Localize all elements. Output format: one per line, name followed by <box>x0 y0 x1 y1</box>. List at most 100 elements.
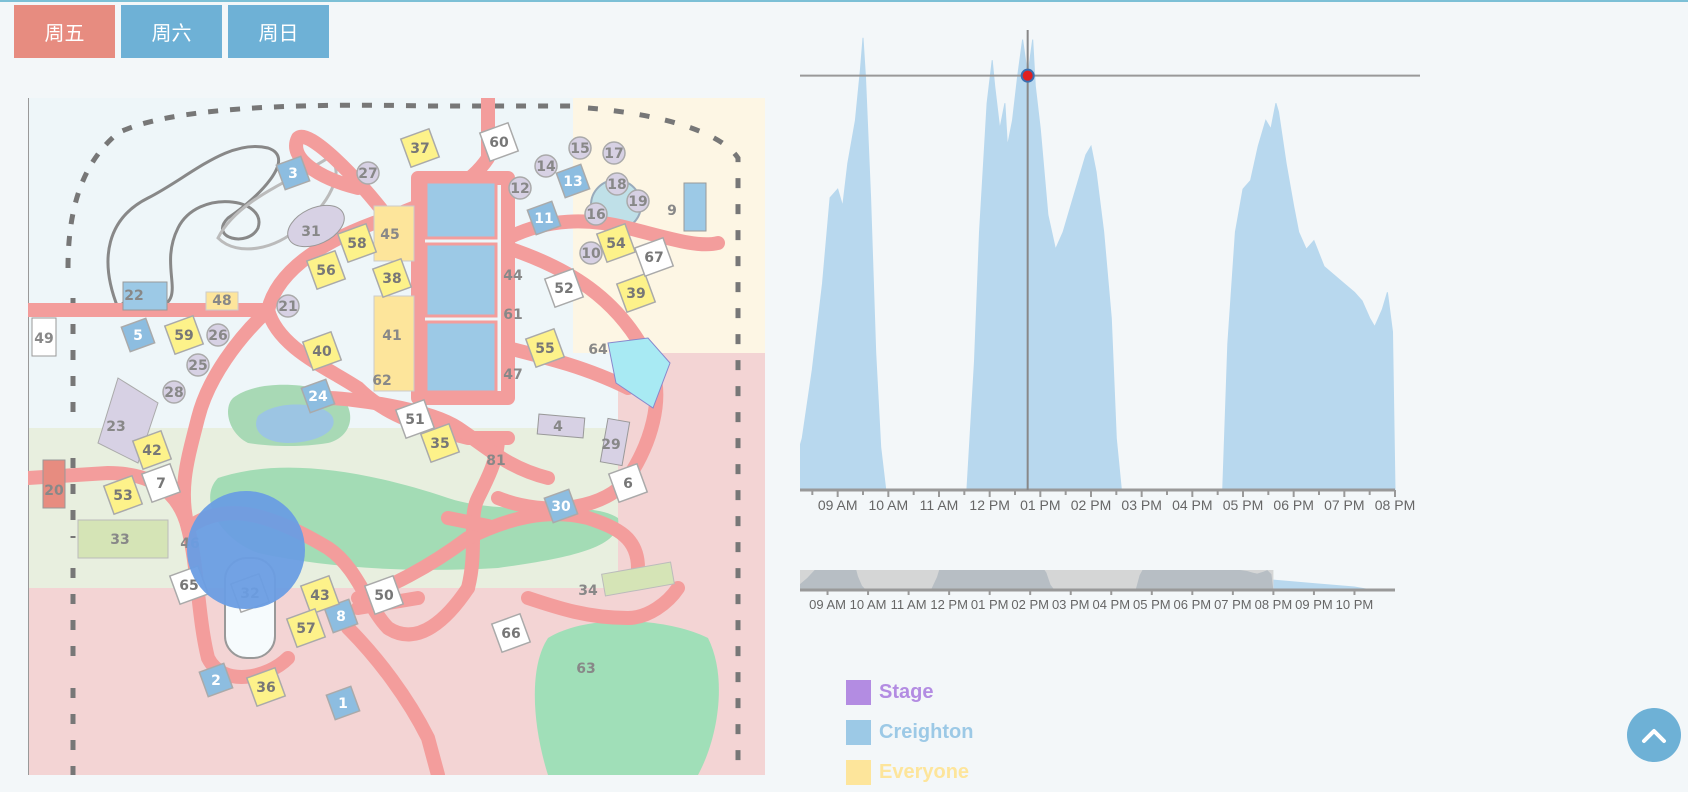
spot-label: 47 <box>503 367 522 383</box>
spot-4[interactable]: 4 <box>553 419 563 435</box>
scroll-to-top-button[interactable] <box>1627 708 1681 762</box>
legend-item-creighton[interactable]: Creighton <box>846 712 973 752</box>
x-tick-label: 07 PM <box>1324 497 1364 513</box>
spot-61[interactable]: 61 <box>503 307 522 323</box>
spot-19[interactable]: 19 <box>627 190 649 212</box>
brush-tick-label: 10 AM <box>850 597 887 612</box>
time-brush-svg[interactable]: 09 AM 10 AM 11 AM 12 PM 01 PM 02 PM 03 PM 04 PM… <box>800 570 1540 640</box>
spot-label: 35 <box>430 436 449 452</box>
selected-spot-highlight[interactable] <box>187 491 305 609</box>
spot-label: 33 <box>110 532 129 548</box>
spot-label: 15 <box>570 141 589 157</box>
spot-9[interactable]: 9 <box>667 203 677 219</box>
spot-label: 64 <box>588 342 608 358</box>
spot-25[interactable]: 25 <box>187 354 209 376</box>
spot-label: 27 <box>358 166 377 182</box>
legend-item-everyone[interactable]: Everyone <box>846 752 973 792</box>
pavilion-north <box>426 182 496 238</box>
spot-12[interactable]: 12 <box>509 177 531 199</box>
spot-label: 7 <box>156 476 166 492</box>
spot-29[interactable]: 29 <box>601 437 620 453</box>
top-border <box>0 0 1688 2</box>
spot-63[interactable]: 63 <box>576 661 595 677</box>
series-area-0 <box>800 38 1395 490</box>
legend-label-creighton: Creighton <box>879 721 973 744</box>
spot-label: 22 <box>124 288 143 304</box>
brush-tick-label: 04 PM <box>1092 597 1130 612</box>
spot-64[interactable]: 64 <box>588 342 608 358</box>
spot-label: 4 <box>553 419 563 435</box>
brush-tick-label: 07 PM <box>1214 597 1252 612</box>
brush-selection[interactable] <box>800 570 1273 590</box>
spot-10[interactable]: 10 <box>580 242 602 264</box>
spot-45[interactable]: 45 <box>380 227 399 243</box>
tab-sunday[interactable]: 周日 <box>228 5 329 58</box>
spot-label: 58 <box>347 236 366 252</box>
spot-label: 26 <box>208 328 227 344</box>
spot-26[interactable]: 26 <box>207 324 229 346</box>
spot-23[interactable]: 23 <box>106 419 125 435</box>
x-tick-label: 04 PM <box>1172 497 1212 513</box>
spot-28[interactable]: 28 <box>163 381 185 403</box>
spot-22[interactable]: 22 <box>124 288 143 304</box>
park-map-svg: 123456789101112 1314151617181920212223242… <box>28 98 765 775</box>
spot-62[interactable]: 62 <box>372 373 391 389</box>
spot-label: 14 <box>536 159 556 175</box>
x-tick-label: 11 AM <box>920 497 959 513</box>
spot-41[interactable]: 41 <box>382 328 401 344</box>
legend-label-stage: Stage <box>879 681 933 704</box>
x-tick-label: 09 AM <box>818 497 858 513</box>
spot-27[interactable]: 27 <box>357 162 379 184</box>
spot-label: 21 <box>278 299 297 315</box>
spot-14[interactable]: 14 <box>535 155 557 177</box>
spot-label: 48 <box>212 293 231 309</box>
spot-34[interactable]: 34 <box>578 583 598 599</box>
x-tick-label: 05 PM <box>1223 497 1263 513</box>
spot-label: 2 <box>211 673 221 689</box>
brush-tick-label: 06 PM <box>1174 597 1212 612</box>
brush-tick-label: 01 PM <box>971 597 1009 612</box>
spot-label: 50 <box>374 588 394 604</box>
spot-label: 67 <box>644 250 663 266</box>
lake-green-south <box>535 621 719 775</box>
legend-swatch-stage <box>846 680 871 705</box>
spot-48[interactable]: 48 <box>212 293 231 309</box>
tab-saturday[interactable]: 周六 <box>121 5 222 58</box>
spot-label: 40 <box>312 344 332 360</box>
tab-friday[interactable]: 周五 <box>14 5 115 58</box>
spot-label: 43 <box>310 588 329 604</box>
attendance-chart-svg[interactable]: 02040608010012014016018020022024026009 A… <box>800 20 1540 540</box>
spot-label: 31 <box>301 224 320 240</box>
legend-swatch-everyone <box>846 760 871 785</box>
spot-label: 61 <box>503 307 522 323</box>
spot-20[interactable]: 20 <box>44 483 64 499</box>
x-tick-label: 06 PM <box>1273 497 1313 513</box>
spot-label: 9 <box>667 203 677 219</box>
pavilion-middle <box>426 244 496 316</box>
spot-49[interactable]: 49 <box>34 331 53 347</box>
spot-label: 24 <box>308 389 328 405</box>
brush-tick-label: 12 PM <box>930 597 968 612</box>
spot-18[interactable]: 18 <box>606 173 628 195</box>
legend-item-stage[interactable]: Stage <box>846 672 973 712</box>
legend: Stage Creighton Everyone <box>846 672 973 792</box>
spot-47[interactable]: 47 <box>503 367 522 383</box>
chevron-up-icon <box>1641 726 1667 744</box>
spot-21[interactable]: 21 <box>277 295 299 317</box>
spot-33[interactable]: 33 <box>110 532 129 548</box>
spot-label: 19 <box>628 194 647 210</box>
time-brush: 09 AM 10 AM 11 AM 12 PM 01 PM 02 PM 03 PM 04 PM… <box>800 570 1540 640</box>
crosshair-point[interactable] <box>1022 70 1034 82</box>
spot-44[interactable]: 44 <box>503 268 523 284</box>
spot-label: 53 <box>113 488 132 504</box>
spot-label: 59 <box>174 328 193 344</box>
spot-15[interactable]: 15 <box>569 137 591 159</box>
spot-16[interactable]: 16 <box>585 203 607 225</box>
spot-label: 36 <box>256 680 275 696</box>
spot-label: 66 <box>501 626 520 642</box>
spot-label: 8 <box>336 609 346 625</box>
spot-81[interactable]: 81 <box>486 453 505 469</box>
spot-17[interactable]: 17 <box>603 142 625 164</box>
spot-31[interactable]: 31 <box>301 224 320 240</box>
spot-label: 3 <box>288 166 298 182</box>
